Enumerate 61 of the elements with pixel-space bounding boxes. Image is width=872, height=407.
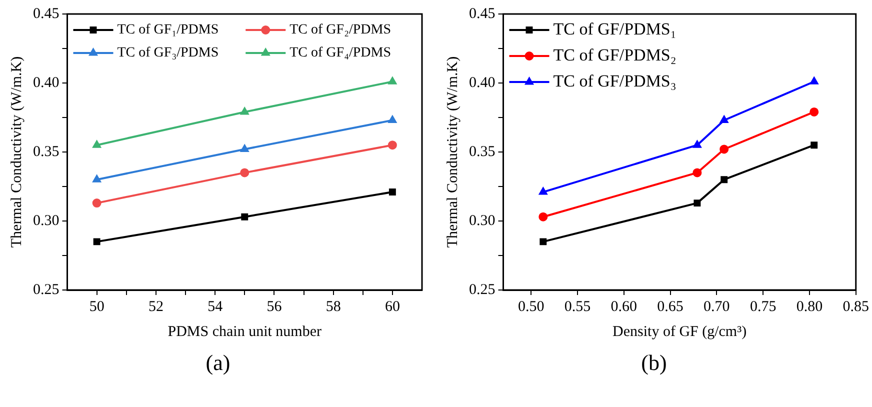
text: (a) <box>204 350 232 376</box>
y-tick-label: 0.45 <box>33 6 60 22</box>
x-tick-label: 0.50 <box>518 298 544 315</box>
y-tick-label: 0.30 <box>469 212 496 229</box>
point <box>388 188 396 196</box>
x-axis-title: Density of GF (g/cm³) <box>612 324 747 340</box>
y-axis-title: Thermal Conductivity (W/m.K) <box>444 56 461 248</box>
point <box>240 144 249 152</box>
point <box>241 213 248 220</box>
y-tick-label: 0.25 <box>33 282 60 298</box>
point <box>694 200 701 207</box>
legend-label: TC of GF/PDMS₃ <box>553 71 676 90</box>
point <box>538 212 548 222</box>
x-tick-label: 0.85 <box>842 298 869 315</box>
legend-label: TC of GF₃/PDMS <box>117 46 219 61</box>
x-tick-label: 56 <box>266 298 282 315</box>
x-tick-label: 0.80 <box>796 298 823 315</box>
y-tick-label: 0.40 <box>469 74 496 91</box>
point <box>810 142 818 149</box>
x-tick-label: 0.75 <box>750 298 776 315</box>
point <box>388 77 396 84</box>
legend-label: TC of GF₂/PDMS <box>290 22 391 38</box>
x-tick-label: 60 <box>384 298 400 315</box>
point <box>720 176 728 184</box>
point <box>693 140 702 148</box>
x-tick-label: 54 <box>208 298 224 315</box>
legend-label: TC of GF₄/PDMS <box>290 46 391 61</box>
point <box>240 107 249 115</box>
point <box>92 175 101 182</box>
point <box>720 116 728 124</box>
point <box>540 238 547 246</box>
point <box>539 188 548 195</box>
x-axis-title: PDMS chain unit number <box>168 324 322 340</box>
legend-label: TC of GF/PDMS₂ <box>553 45 676 64</box>
text: (b) <box>640 350 668 376</box>
x-tick-label: 0.55 <box>564 298 591 315</box>
point <box>92 140 101 148</box>
point <box>810 77 818 84</box>
y-tick-label: 0.25 <box>469 282 496 298</box>
point <box>388 116 396 124</box>
x-tick-label: 50 <box>89 298 104 315</box>
x-tick-label: 0.70 <box>704 298 730 315</box>
y-tick-label: 0.30 <box>33 212 60 229</box>
y-axis-title: Thermal Conductivity (W/m.K) <box>8 56 25 248</box>
x-tick-label: 0.65 <box>657 298 684 315</box>
y-tick-label: 0.40 <box>33 74 60 91</box>
legend-label: TC of GF/PDMS₁ <box>553 19 676 38</box>
point <box>720 144 729 154</box>
point <box>240 168 250 178</box>
point <box>93 238 100 246</box>
point <box>388 140 397 150</box>
point <box>92 198 102 208</box>
legend-label: TC of GF₁/PDMS <box>117 22 219 38</box>
point <box>692 168 702 178</box>
y-tick-label: 0.35 <box>33 144 60 160</box>
y-tick-label: 0.45 <box>469 6 496 22</box>
y-tick-label: 0.35 <box>469 144 496 160</box>
x-tick-label: 58 <box>326 298 341 315</box>
x-tick-label: 0.60 <box>610 298 638 315</box>
x-tick-label: 52 <box>148 298 164 315</box>
point <box>810 107 819 116</box>
